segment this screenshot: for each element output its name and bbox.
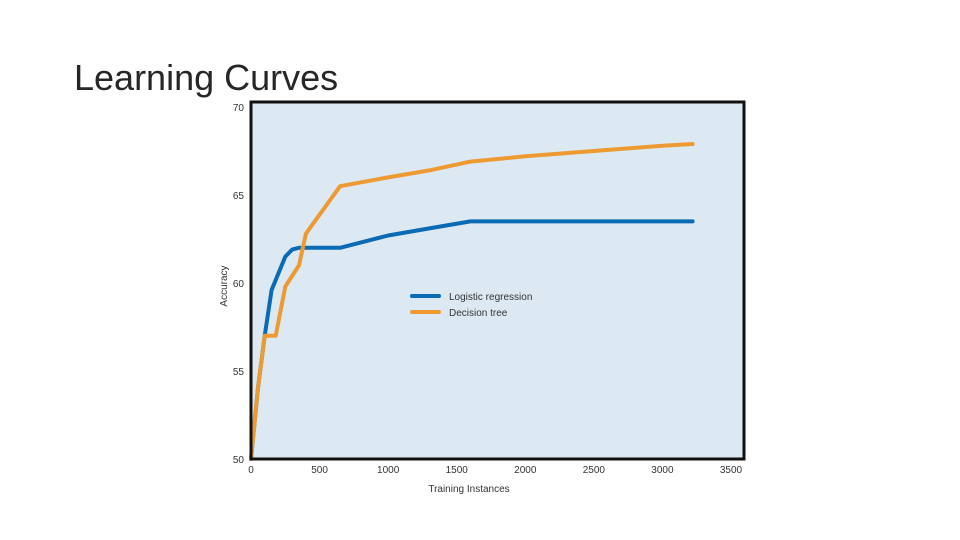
y-tick-label: 60: [233, 279, 245, 290]
y-tick-label: 65: [233, 191, 245, 202]
series-line-decision-tree: [249, 142, 695, 461]
y-tick-label: 55: [233, 367, 245, 378]
x-axis-label: Training Instances: [428, 484, 509, 495]
y-axis-label: Accuracy: [219, 265, 230, 306]
x-tick-label: 3500: [720, 465, 743, 476]
x-tick-label: 2500: [583, 465, 606, 476]
x-tick-label: 3000: [651, 465, 674, 476]
x-tick-label: 0: [248, 465, 254, 476]
legend-label: Logistic regression: [449, 292, 532, 303]
x-tick-label: 500: [311, 465, 328, 476]
x-tick-label: 1500: [446, 465, 469, 476]
plot-frame: [249, 100, 746, 461]
y-tick-label: 70: [233, 103, 245, 114]
x-tick-label: 1000: [377, 465, 400, 476]
plot-area: [251, 102, 744, 459]
series-line-logistic-regression: [249, 219, 695, 461]
x-tick-label: 2000: [514, 465, 537, 476]
y-tick-label: 50: [233, 455, 245, 466]
legend-label: Decision tree: [449, 308, 508, 319]
slide-title: Learning Curves: [74, 57, 339, 98]
